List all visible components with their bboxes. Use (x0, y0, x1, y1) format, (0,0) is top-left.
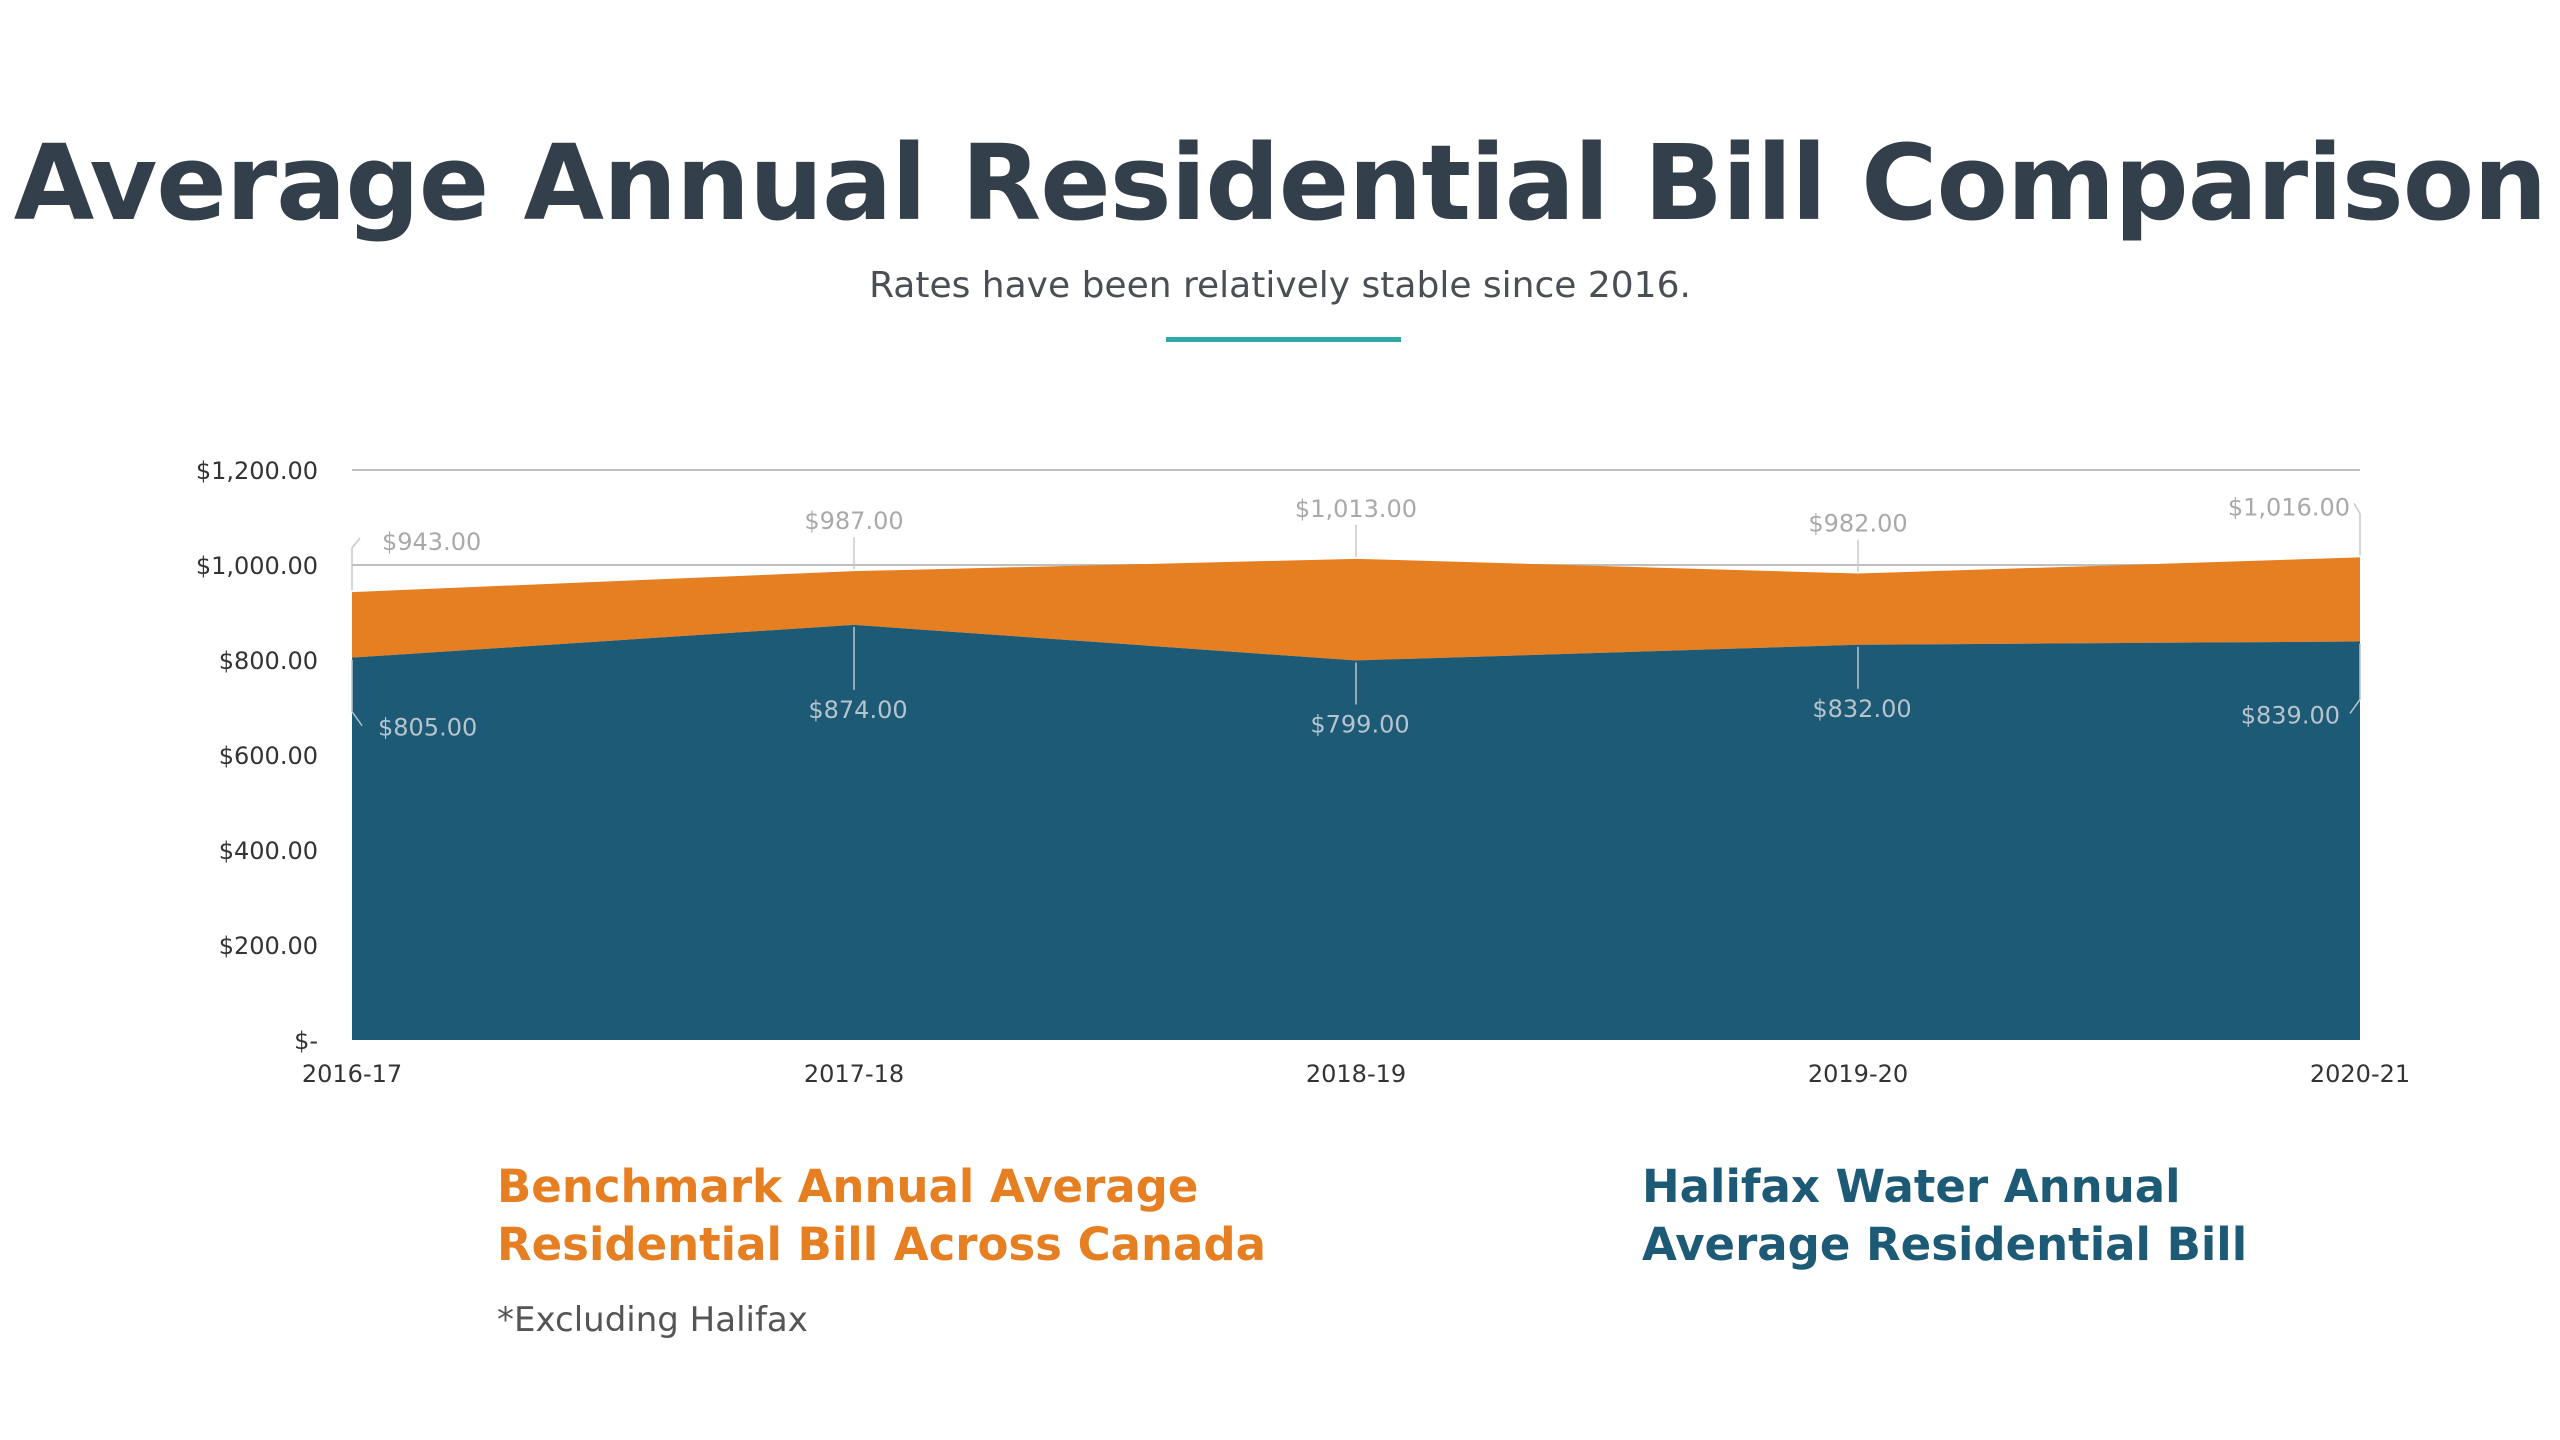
footnote: *Excluding Halifax (497, 1300, 808, 1340)
benchmark-data-label: $1,016.00 (2228, 493, 2350, 521)
legend-benchmark-line2: Residential Bill Across Canada (497, 1218, 1266, 1271)
y-tick-label: $1,200.00 (196, 457, 318, 485)
legend-benchmark-line1: Benchmark Annual Average (497, 1160, 1199, 1213)
halifax-data-label: $799.00 (1310, 710, 1409, 738)
benchmark-area (352, 557, 2360, 661)
x-tick-label: 2016-17 (302, 1060, 402, 1088)
halifax-area (352, 624, 2360, 1040)
x-tick-label: 2018-19 (1306, 1060, 1406, 1088)
title-divider (1166, 337, 1401, 342)
y-tick-label: $800.00 (219, 647, 318, 675)
y-tick-label: $200.00 (219, 932, 318, 960)
halifax-data-label: $832.00 (1812, 695, 1911, 723)
x-tick-label: 2017-18 (804, 1060, 904, 1088)
y-tick-label: $600.00 (219, 742, 318, 770)
halifax-data-label: $805.00 (378, 714, 477, 742)
benchmark-leader-line (351, 537, 361, 591)
benchmark-data-label: $987.00 (804, 507, 903, 535)
x-tick-label: 2019-20 (1808, 1060, 1908, 1088)
benchmark-data-label: $982.00 (1808, 510, 1907, 538)
halifax-leader-line (351, 659, 363, 727)
benchmark-data-label: $943.00 (382, 528, 481, 556)
legend-halifax-line1: Halifax Water Annual (1642, 1160, 2181, 1213)
page-subtitle: Rates have been relatively stable since … (869, 265, 1691, 306)
y-tick-label: $1,000.00 (196, 552, 318, 580)
halifax-leader-line (2349, 643, 2361, 714)
y-tick-label: $400.00 (219, 837, 318, 865)
page-title: Average Annual Residential Bill Comparis… (13, 122, 2548, 244)
benchmark-leader-line (2353, 503, 2361, 556)
legend-halifax-line2: Average Residential Bill (1642, 1218, 2248, 1271)
legend-benchmark: Benchmark Annual Average Residential Bil… (497, 1158, 1297, 1274)
halifax-data-label: $874.00 (808, 696, 907, 724)
benchmark-data-label: $1,013.00 (1295, 495, 1417, 523)
y-tick-label: $- (294, 1027, 318, 1055)
halifax-data-label: $839.00 (2241, 701, 2340, 729)
x-tick-label: 2020-21 (2310, 1060, 2410, 1088)
legend-halifax: Halifax Water Annual Average Residential… (1642, 1158, 2342, 1274)
